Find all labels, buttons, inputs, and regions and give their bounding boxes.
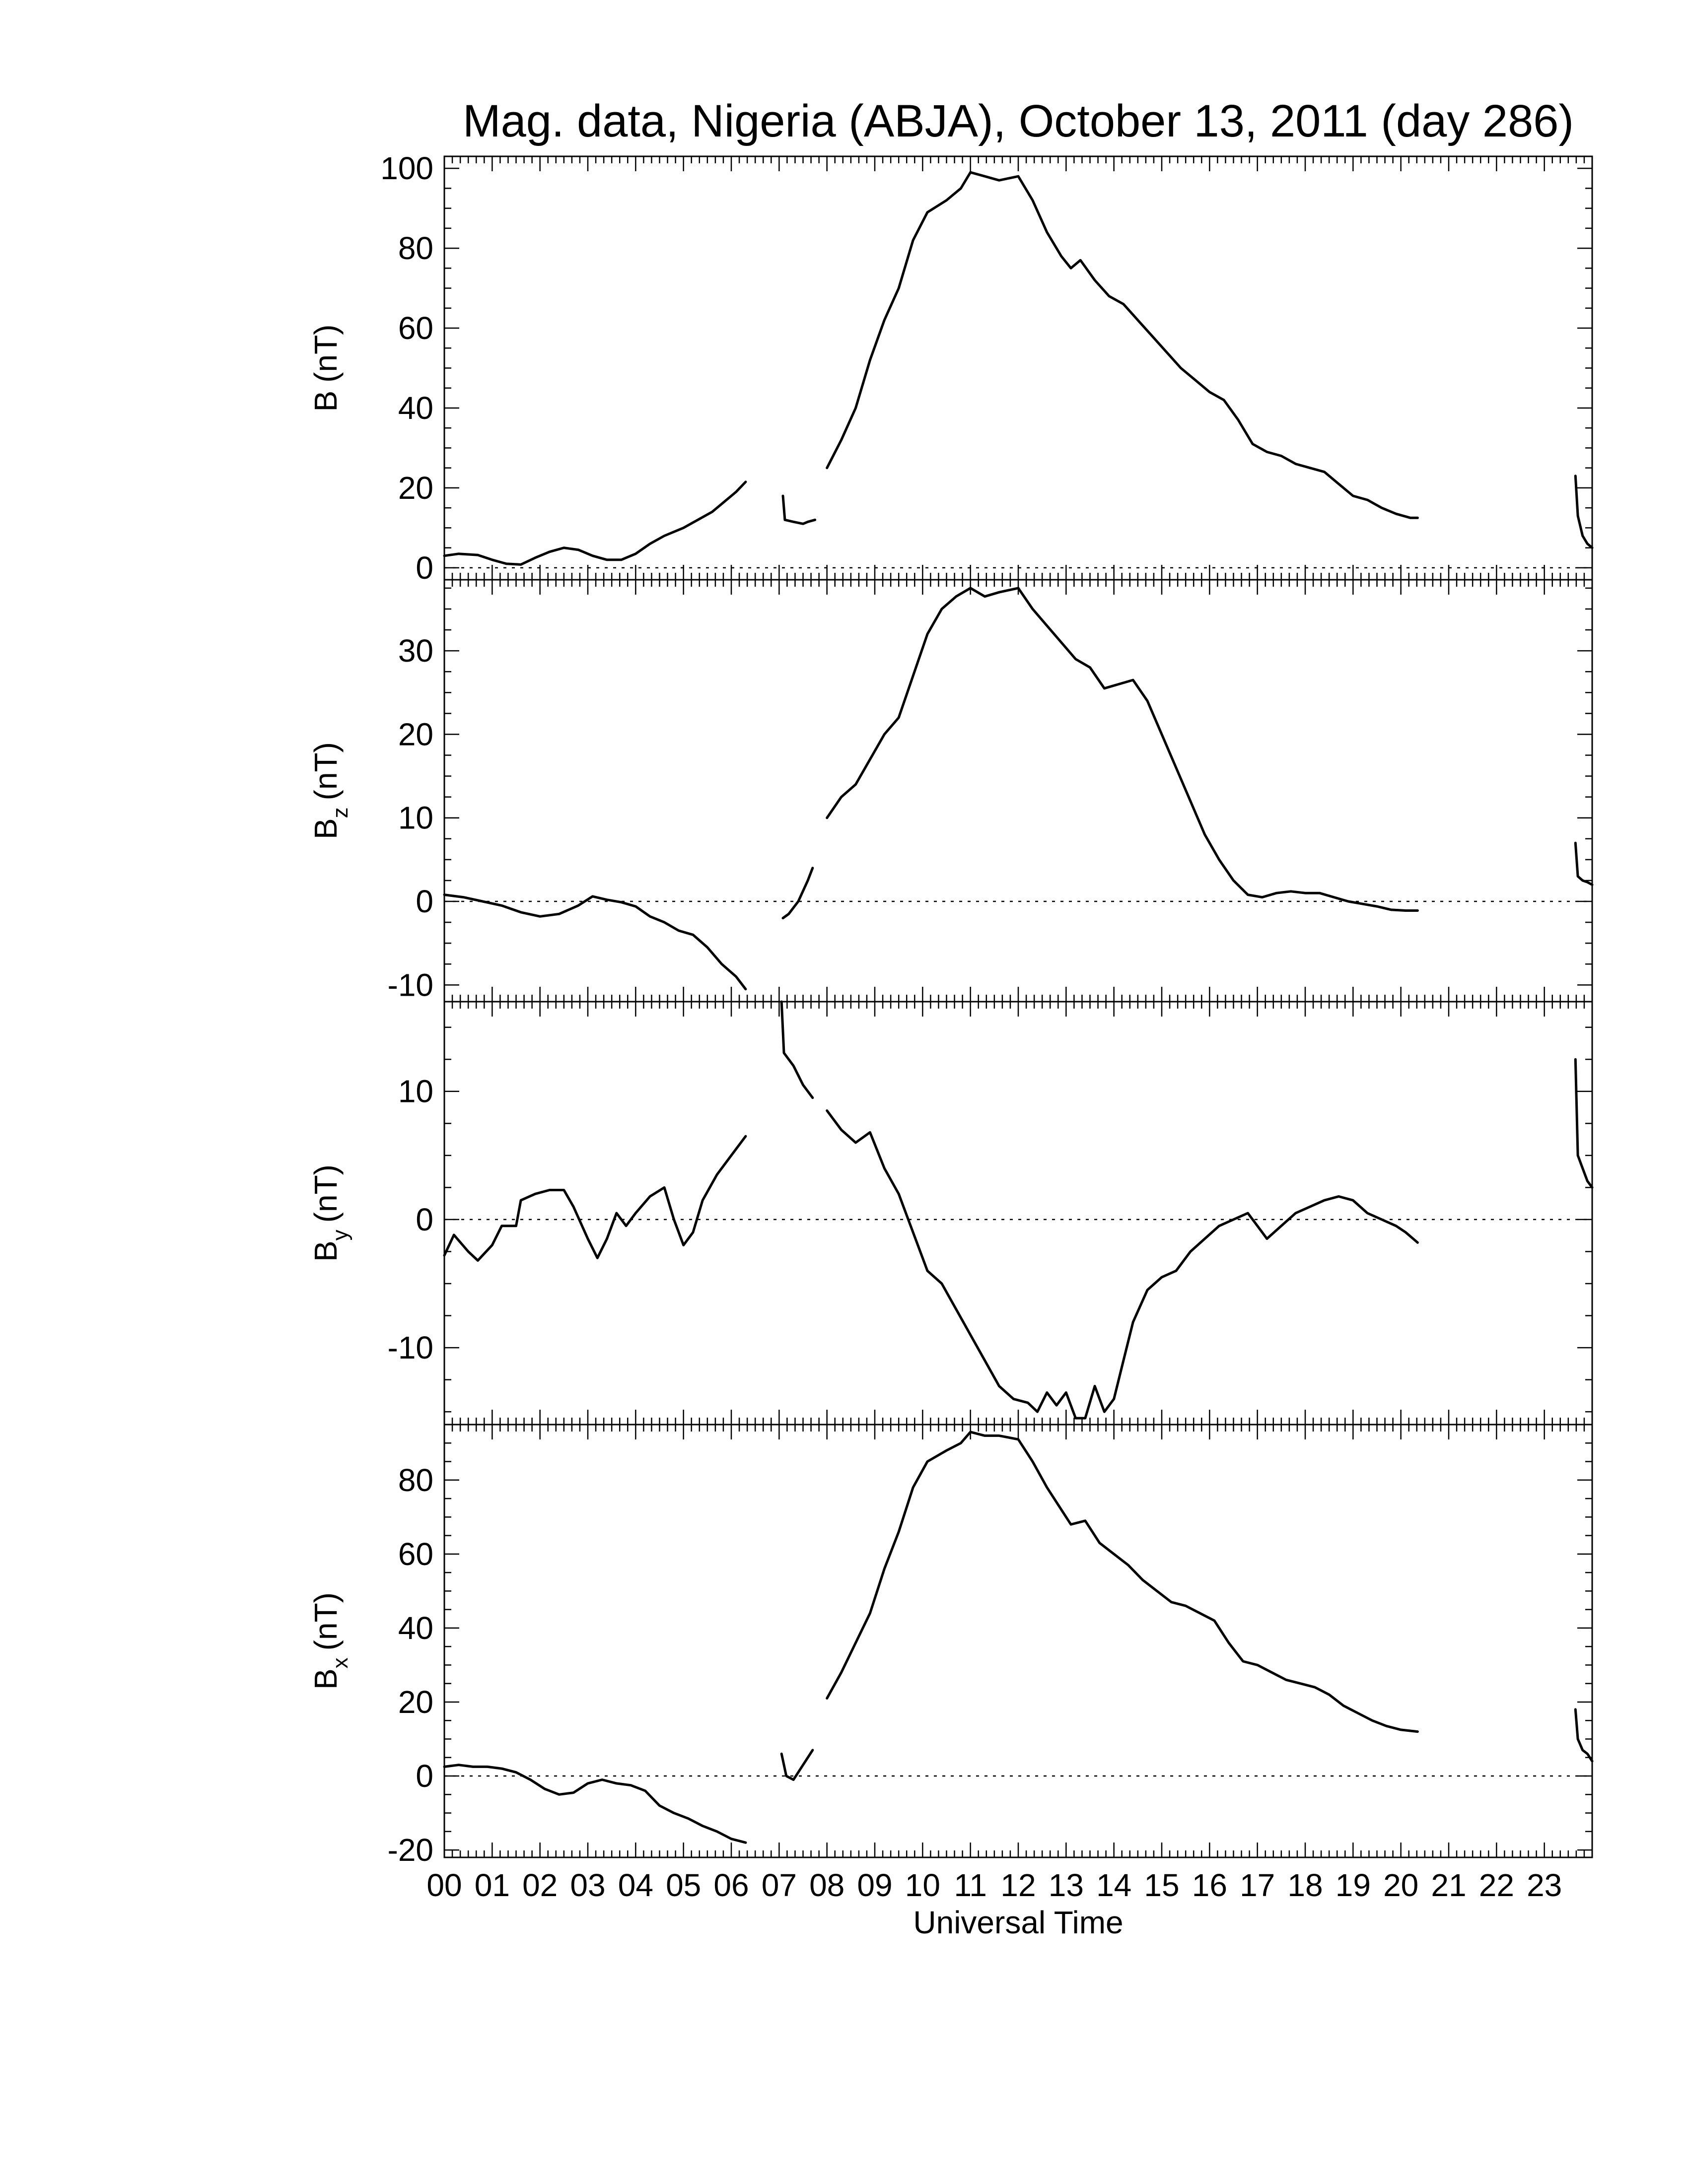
x-tick-label: 03 [570,1867,605,1903]
y-axis-label: B (nT) [308,325,344,412]
y-axis-label-main: B [308,391,344,412]
series-line-By [1574,1058,1594,1189]
x-tick-label: 19 [1336,1867,1371,1903]
y-tick-label: 20 [398,716,433,752]
y-tick-label: 40 [398,390,433,426]
y-axis-label-main: B [308,1668,344,1690]
y-axis-label: Bx (nT) [308,1592,352,1690]
y-tick-label: 30 [398,633,433,669]
x-axis: 00 01 02 03 04 05 06 07 08 09 10 11 12 13 14 15 16 17 18 19… [426,1867,1562,1903]
y-axis-label: By (nT) [308,1164,352,1262]
series-line-Bx [826,1431,1419,1733]
y-axis-label-main: B [308,818,344,839]
x-tick-label: 16 [1192,1867,1227,1903]
series-line-Bz [781,867,814,920]
x-tick-label: 23 [1527,1867,1562,1903]
panel-Bz: -10 0 10 20 30 Bz (nT) [308,579,1594,1003]
x-tick-label: 18 [1287,1867,1323,1903]
x-tick-label: 11 [954,1867,986,1903]
panel-By: -10 0 10 By (nT) [308,1000,1594,1426]
x-tick-label: 13 [1049,1867,1084,1903]
y-axis-label-main: B [308,1240,344,1262]
y-axis-label-unit: (nT) [308,325,344,383]
series-line-B [1574,475,1594,549]
panel-frame [443,579,1593,1003]
x-axis-title: Universal Time [913,1905,1123,1940]
series-line-Bx [780,1749,814,1781]
y-tick-label: 80 [398,1462,433,1498]
y-tick-label: 60 [398,310,433,346]
y-axis-label-sub: z [328,807,352,818]
y-tick-label: 80 [398,230,433,266]
x-tick-label: 21 [1431,1867,1466,1903]
y-tick-label: -10 [388,967,434,1003]
y-axis-label: Bz (nT) [308,742,352,839]
y-tick-label: 40 [398,1610,433,1646]
x-tick-label: 10 [905,1867,940,1903]
x-tick-label: 08 [809,1867,844,1903]
y-tick-label: 10 [398,1074,433,1109]
series-line-B [443,480,747,566]
panel-frame [443,1424,1593,1858]
series-line-Bx [1574,1708,1594,1763]
y-axis-label-unit: (nT) [308,1164,344,1223]
series-line-Bz [826,587,1419,912]
x-tick-label: 04 [618,1867,653,1903]
panel-Bx: -20 0 20 40 60 80 Bx (nT) [308,1424,1594,1868]
y-tick-label: 0 [416,1202,433,1237]
y-axis-label-unit: (nT) [308,1592,344,1650]
y-tick-label: 0 [416,1758,433,1794]
series-line-B [781,494,817,525]
y-tick-label: 20 [398,1684,433,1720]
series-line-B [826,171,1419,519]
series-line-By [443,1135,747,1262]
y-tick-label: 0 [416,884,433,919]
panel-B: 0 20 40 60 80 100 B (nT) [308,150,1594,586]
x-tick-label: 01 [475,1867,510,1903]
series-line-By [826,1109,1419,1420]
x-tick-label: 07 [762,1867,797,1903]
series-line-By [780,1000,814,1099]
x-tick-label: 17 [1240,1867,1275,1903]
x-tick-label: 00 [426,1867,462,1903]
panel-frame [443,155,1593,581]
y-axis-label-sub: x [328,1657,352,1668]
series-line-Bx [443,1764,747,1844]
y-tick-label: 100 [380,150,433,186]
y-tick-label: 20 [398,470,433,506]
x-tick-label: 15 [1144,1867,1179,1903]
y-tick-label: 60 [398,1536,433,1572]
series-line-Bz [1574,841,1594,886]
x-tick-label: 14 [1096,1867,1131,1903]
x-tick-label: 06 [713,1867,749,1903]
chart-title: Mag. data, Nigeria (ABJA), October 13, 2… [463,96,1574,146]
x-tick-label: 02 [522,1867,558,1903]
y-tick-label: -10 [388,1330,434,1365]
y-axis-label-unit: (nT) [308,742,344,800]
x-tick-label: 22 [1479,1867,1514,1903]
x-tick-label: 09 [857,1867,892,1903]
y-axis-label-sub: y [328,1229,352,1240]
y-tick-label: 10 [398,800,433,836]
x-tick-label: 12 [1000,1867,1036,1903]
x-tick-label: 20 [1383,1867,1418,1903]
y-tick-label: -20 [388,1832,434,1868]
series-line-Bz [443,893,747,991]
y-tick-label: 0 [416,550,433,586]
x-tick-label: 05 [666,1867,701,1903]
panels-layer: 0 20 40 60 80 100 B (nT) -10 0 10 20 30 Bz (nT) -10 0 10 B… [308,150,1594,1868]
